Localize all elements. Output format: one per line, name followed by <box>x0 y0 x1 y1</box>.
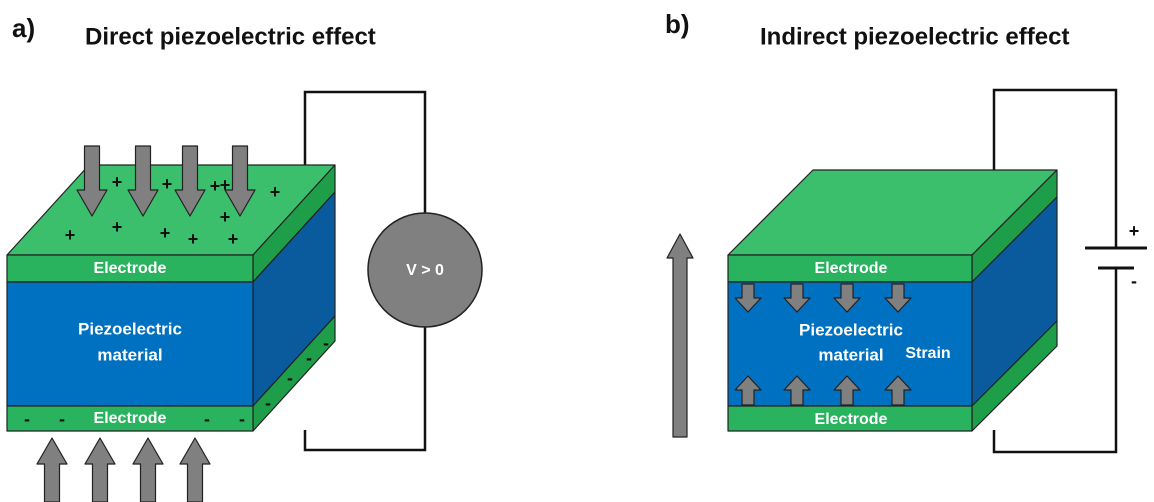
electrode-label: Electrode <box>94 410 167 427</box>
front-material <box>6 281 254 407</box>
charge-positive: + <box>270 182 281 202</box>
charge-negative: - <box>59 409 65 429</box>
wire <box>992 268 1118 454</box>
field-label: Electric field <box>639 287 656 382</box>
panel-title: Indirect piezoelectric effect <box>760 23 1069 50</box>
charge-negative: - <box>239 409 245 429</box>
charge-positive: + <box>112 172 123 192</box>
material-label: material <box>818 345 883 364</box>
arrow <box>36 437 68 502</box>
battery-positive: + <box>1129 221 1140 241</box>
arrow <box>179 437 211 502</box>
arrow <box>833 283 861 313</box>
material-label: Piezoelectric <box>78 319 182 338</box>
arrow <box>224 145 256 217</box>
panel-title: Direct piezoelectric effect <box>85 23 376 50</box>
stress-label: Stress <box>139 103 188 120</box>
arrow <box>76 145 108 217</box>
charge-positive: + <box>220 175 231 195</box>
arrow <box>783 283 811 313</box>
wires <box>303 88 1118 454</box>
arrow <box>783 375 811 406</box>
front-electrode <box>6 405 254 432</box>
arrow <box>127 145 159 217</box>
charge-positive: + <box>65 225 76 245</box>
arrow <box>132 437 164 502</box>
charge-positive: + <box>160 223 171 243</box>
voltmeter <box>367 212 483 328</box>
charge-negative: - <box>265 393 271 413</box>
electrode-label: Electrode <box>815 411 888 428</box>
charge-positive: + <box>210 176 221 196</box>
strain-label: Strain <box>905 345 950 362</box>
arrow <box>174 145 206 217</box>
panel-label: b) <box>665 9 690 39</box>
charge-negative: - <box>287 368 293 388</box>
electrode-label: Electrode <box>815 260 888 277</box>
electrode-label: Electrode <box>94 260 167 277</box>
voltmeter-label: V > 0 <box>406 262 444 279</box>
front-electrode <box>727 254 973 283</box>
charge-positive: + <box>220 207 231 227</box>
arrow <box>734 375 762 406</box>
charge-negative: - <box>306 348 312 368</box>
arrow <box>84 437 116 502</box>
charge-positive: + <box>162 174 173 194</box>
wire <box>992 88 1118 248</box>
arrow <box>734 283 762 313</box>
charge-negative: - <box>24 409 30 429</box>
arrow <box>833 375 861 406</box>
charge-positive: + <box>112 217 123 237</box>
arrow <box>884 283 912 313</box>
arrow <box>884 375 912 406</box>
arrow <box>666 233 694 438</box>
charge-positive: + <box>188 229 199 249</box>
charge-negative: - <box>323 333 329 353</box>
overlay: a) Direct piezoelectric effect V > 0 Stress… <box>12 9 1147 502</box>
wire <box>303 90 427 213</box>
charge-positive: + <box>228 229 239 249</box>
wire <box>303 327 427 452</box>
panel-label: a) <box>12 13 35 43</box>
charge-negative: - <box>204 409 210 429</box>
battery-negative: - <box>1131 271 1137 291</box>
blocks <box>6 164 1058 432</box>
material-label: material <box>97 345 162 364</box>
front-electrode <box>6 254 254 283</box>
material-label: Piezoelectric <box>799 320 903 339</box>
front-electrode <box>727 405 973 432</box>
